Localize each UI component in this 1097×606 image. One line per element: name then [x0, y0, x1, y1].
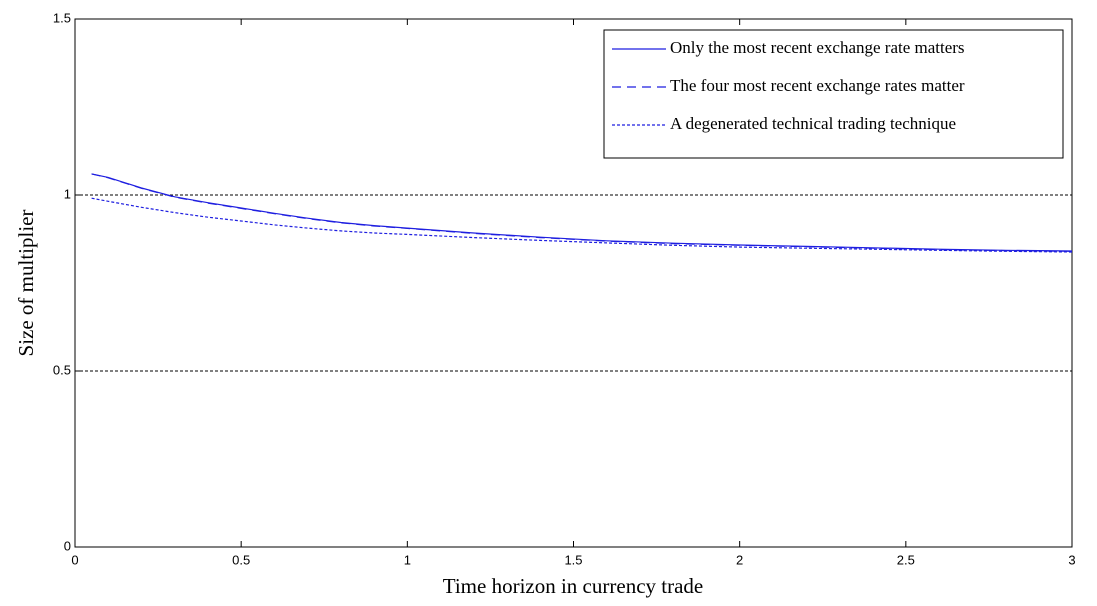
legend-label: Only the most recent exchange rate matte… [670, 38, 965, 57]
x-tick-label: 2.5 [897, 552, 915, 567]
x-tick-label: 1 [404, 552, 411, 567]
plot-frame [74, 18, 1073, 548]
x-tick-label: 3 [1068, 552, 1075, 567]
y-tick-label: 1.5 [53, 10, 71, 25]
x-tick-label: 0.5 [232, 552, 250, 567]
y-tick-label: 0 [64, 538, 71, 553]
legend-box [603, 29, 1064, 159]
y-tick-label: 1 [64, 186, 71, 201]
legend-label: A degenerated technical trading techniqu… [670, 114, 956, 133]
y-axis-label: Size of multiplier [14, 210, 38, 357]
x-tick-label: 1.5 [564, 552, 582, 567]
y-tick-label: 0.5 [53, 362, 71, 377]
line-series [91, 197, 1073, 253]
x-tick-label: 2 [736, 552, 743, 567]
line-series [91, 173, 1073, 252]
x-axis-label: Time horizon in currency trade [443, 574, 703, 598]
x-tick-label: 0 [71, 552, 78, 567]
legend-label: The four most recent exchange rates matt… [670, 76, 965, 95]
